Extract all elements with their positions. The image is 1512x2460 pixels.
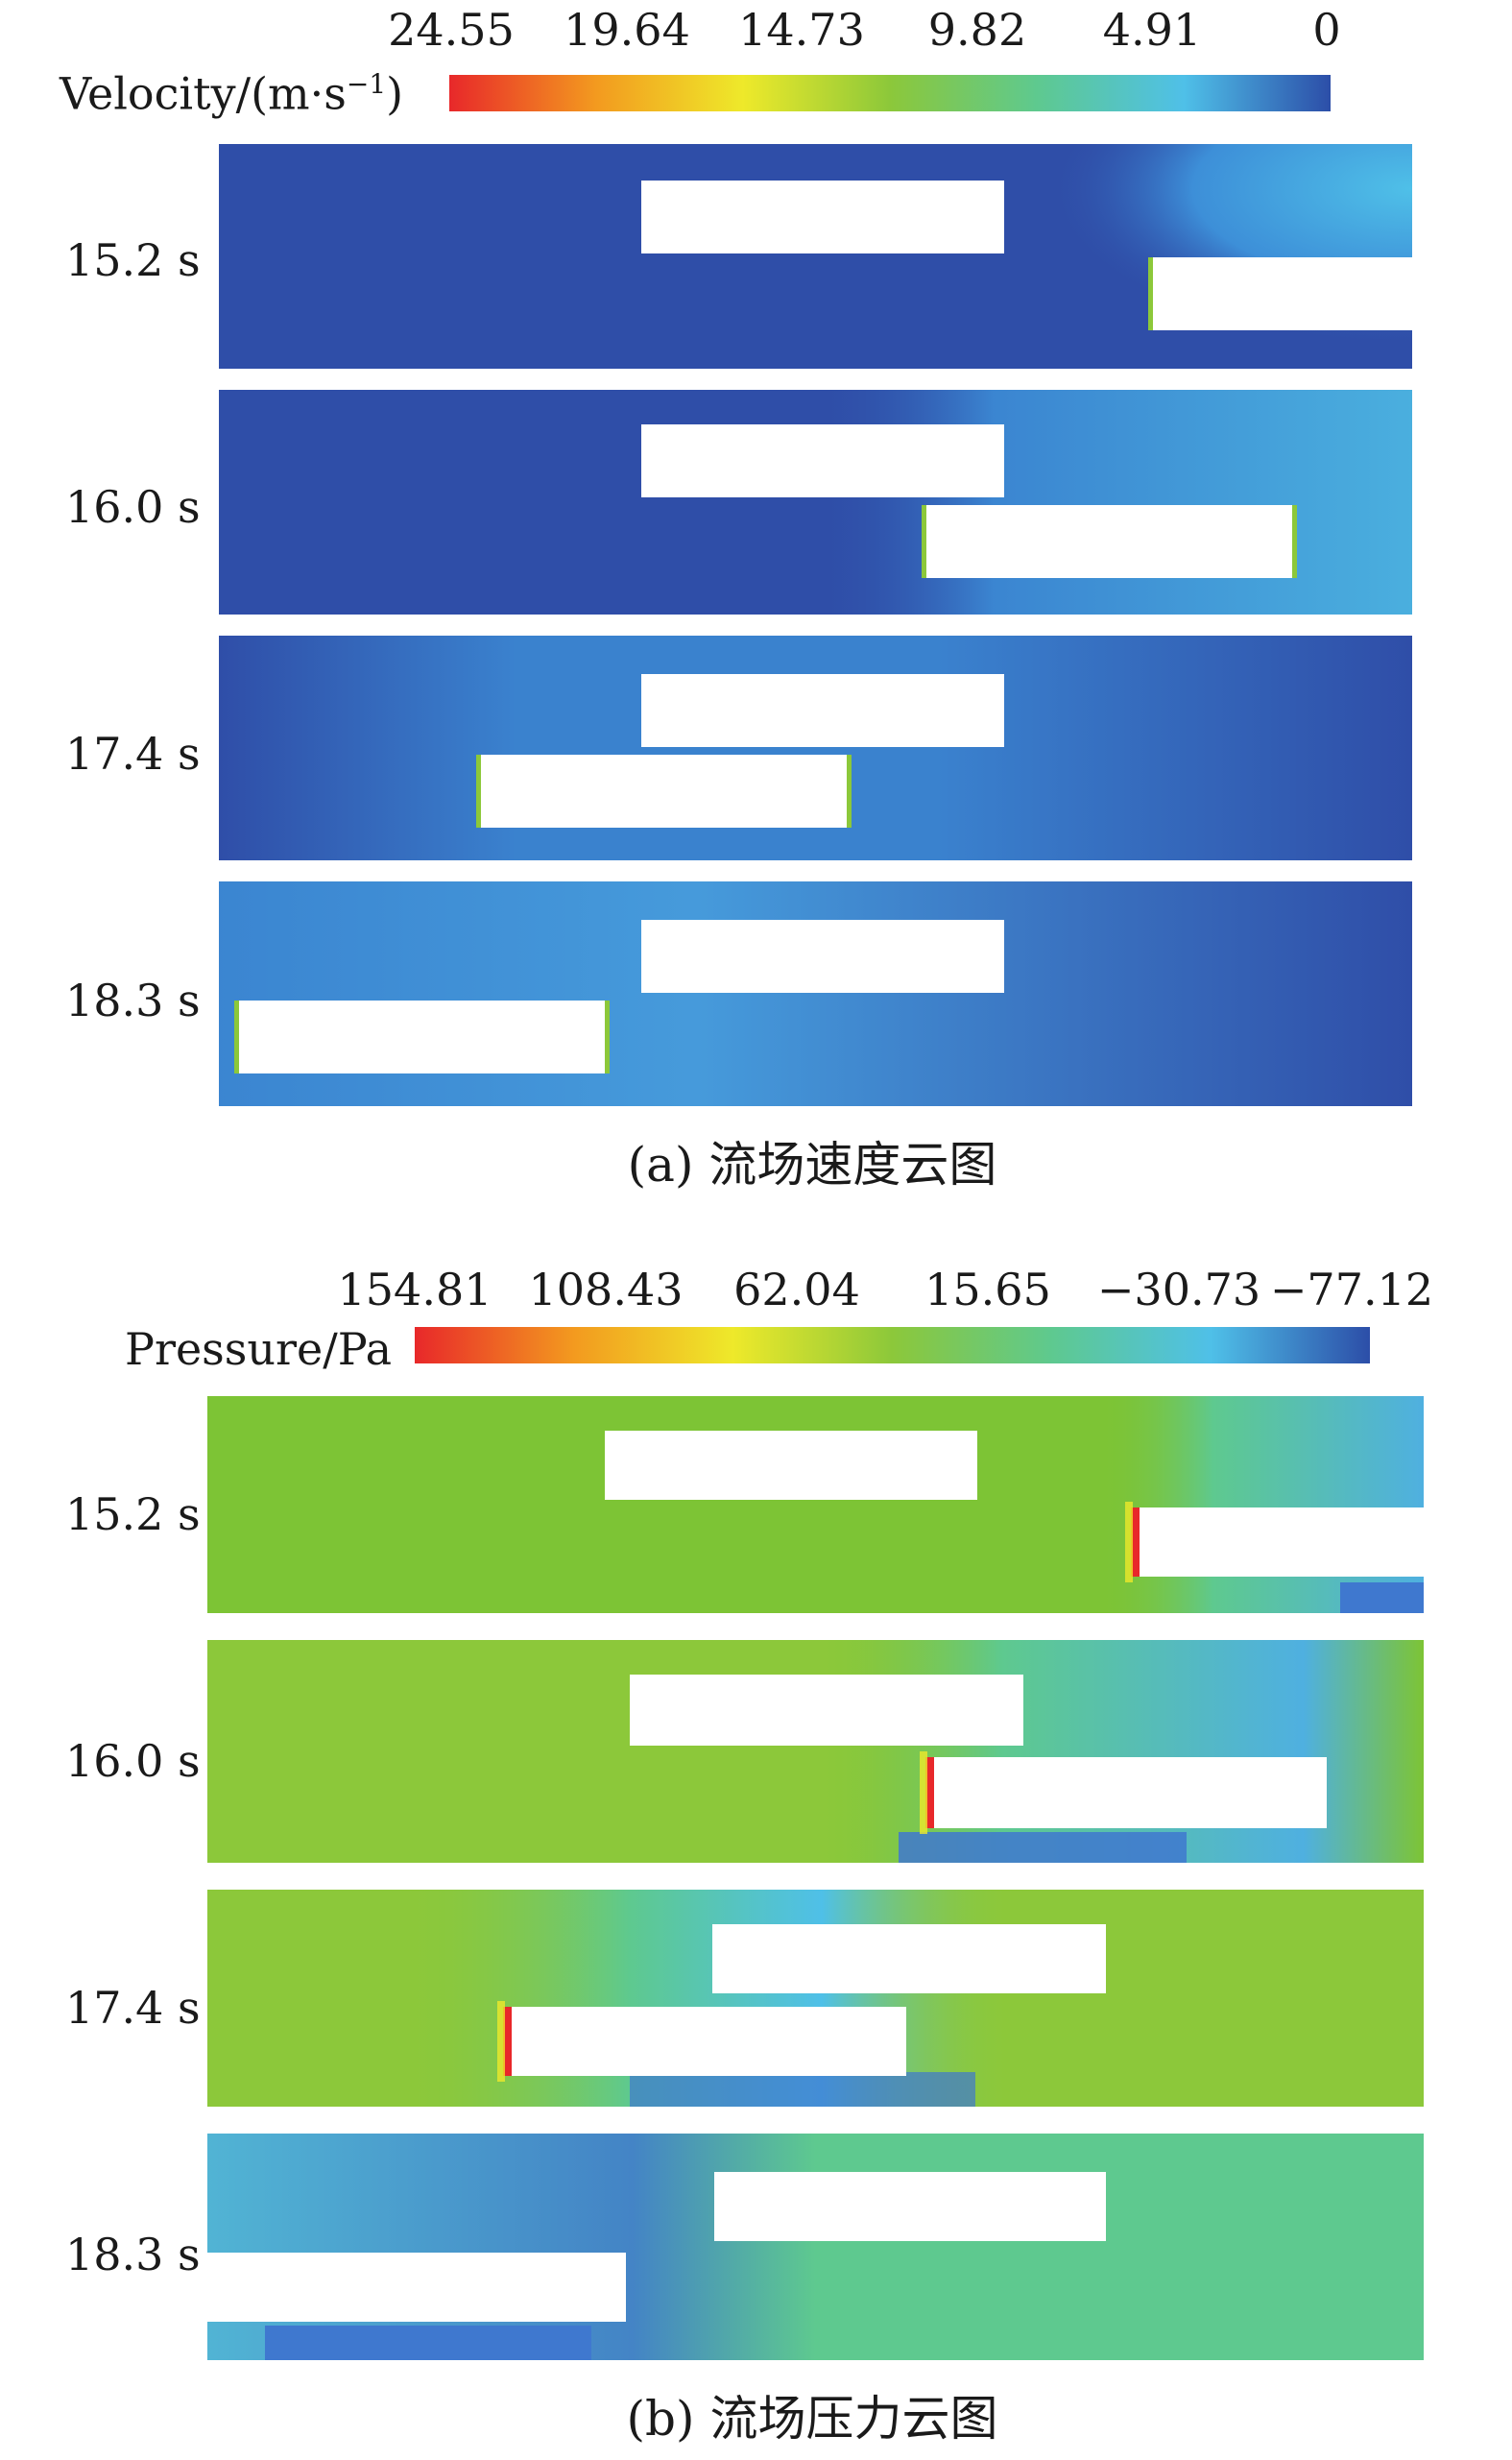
moving-car-body (511, 2007, 906, 2076)
velocity-tick-0: 24.55 (388, 4, 515, 56)
stagnation-halo (920, 1751, 927, 1834)
pressure-low-region (1340, 1582, 1424, 1613)
moving-car-body (925, 505, 1292, 578)
fixed-car-body (605, 1431, 977, 1500)
velocity-time-label: 15.2 s (65, 234, 201, 286)
pressure-time-label: 17.4 s (65, 1982, 201, 2034)
velocity-time-label: 18.3 s (65, 975, 201, 1026)
pressure-tick-5: −77.12 (1269, 1264, 1434, 1315)
velocity-colorbar (449, 75, 1331, 111)
pressure-panel-18-3s (207, 2134, 1424, 2360)
trailing-edge (605, 1001, 610, 1073)
stagnation-edge (1131, 1507, 1140, 1577)
pressure-panel-16-0s (207, 1640, 1424, 1863)
fixed-car-body (641, 674, 1004, 747)
pressure-low-region (822, 1640, 1424, 1863)
pressure-low-region (899, 1832, 1187, 1863)
fixed-car-body (630, 1675, 1023, 1746)
pressure-tick-2: 62.04 (733, 1264, 860, 1315)
pressure-low-region (1100, 1396, 1424, 1613)
moving-car-body (1139, 1507, 1424, 1577)
velocity-tick-4: 4.91 (1102, 4, 1202, 56)
stagnation-edge (234, 1001, 239, 1073)
velocity-colorbar-label: Velocity/(m·s−1) (60, 67, 404, 120)
pressure-tick-3: 15.65 (924, 1264, 1051, 1315)
pressure-panel-15-2s (207, 1396, 1424, 1613)
moving-car-body (238, 1001, 605, 1073)
stagnation-halo (1125, 1502, 1133, 1582)
stagnation-edge (476, 755, 481, 828)
velocity-panel-18-3s (219, 881, 1412, 1106)
pressure-time-label: 15.2 s (65, 1488, 201, 1540)
stagnation-edge (925, 1757, 934, 1828)
velocity-panel-17-4s (219, 636, 1412, 860)
pressure-time-label: 18.3 s (65, 2229, 201, 2280)
fixed-car-body (641, 424, 1004, 497)
velocity-tick-2: 14.73 (738, 4, 865, 56)
pressure-low-region (630, 2072, 975, 2107)
moving-car-body (480, 755, 847, 828)
pressure-colorbar (415, 1327, 1370, 1363)
pressure-panel-17-4s (207, 1890, 1424, 2107)
pressure-tick-0: 154.81 (337, 1264, 492, 1315)
velocity-time-label: 17.4 s (65, 728, 201, 780)
moving-car-body (933, 1757, 1327, 1828)
fixed-car-body (641, 181, 1004, 253)
pressure-caption: (b) 流场压力云图 (626, 2391, 998, 2447)
pressure-low-region (207, 2134, 1424, 2360)
pressure-colorbar-label: Pressure/Pa (125, 1323, 393, 1375)
velocity-tick-1: 19.64 (564, 4, 690, 56)
velocity-wake-region (814, 390, 1412, 615)
fixed-car-body (641, 920, 1004, 993)
pressure-time-label: 16.0 s (65, 1735, 201, 1787)
velocity-panel-16-0s (219, 390, 1412, 615)
moving-car-body (1152, 257, 1412, 330)
moving-car-body (207, 2253, 626, 2322)
velocity-tick-3: 9.82 (927, 4, 1027, 56)
fixed-car-body (714, 2172, 1106, 2241)
velocity-wake-region (891, 144, 1412, 369)
pressure-low-region (265, 2326, 591, 2360)
velocity-tick-5: 0 (1312, 4, 1341, 56)
velocity-caption: (a) 流场速度云图 (627, 1137, 997, 1193)
pressure-tick-4: −30.73 (1096, 1264, 1261, 1315)
stagnation-edge (503, 2007, 512, 2076)
trailing-edge (847, 755, 852, 828)
stagnation-edge (922, 505, 926, 578)
stagnation-edge (1148, 257, 1153, 330)
pressure-tick-1: 108.43 (528, 1264, 684, 1315)
velocity-time-label: 16.0 s (65, 481, 201, 533)
velocity-panel-15-2s (219, 144, 1412, 369)
stagnation-halo (497, 2001, 505, 2082)
fixed-car-body (712, 1924, 1106, 1993)
trailing-edge (1292, 505, 1297, 578)
